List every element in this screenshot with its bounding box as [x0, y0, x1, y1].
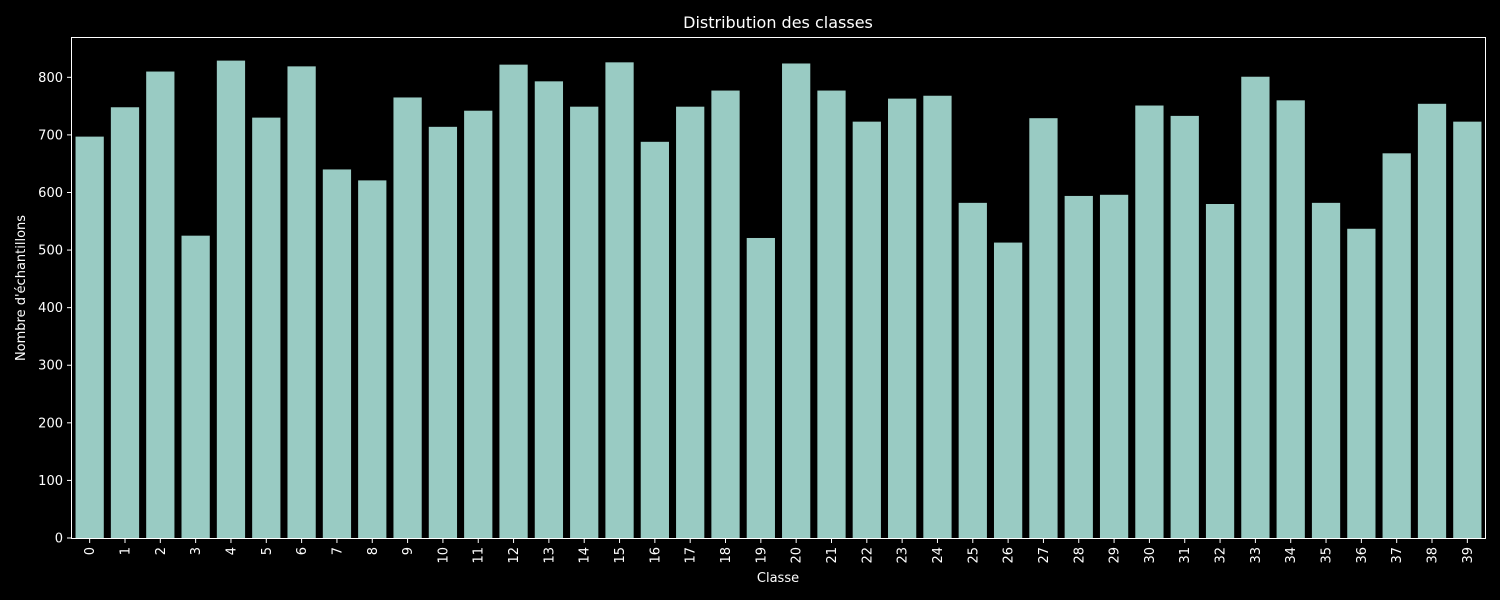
- x-tick-label: 10: [436, 547, 451, 564]
- bar-class-21: [817, 90, 846, 538]
- bar-class-37: [1382, 153, 1411, 538]
- bar-class-8: [358, 180, 387, 538]
- y-axis-title: Nombre d'échantillons: [14, 215, 29, 361]
- x-tick-label: 32: [1214, 547, 1229, 564]
- x-tick-label: 9: [401, 547, 416, 555]
- x-tick-label: 6: [295, 547, 310, 555]
- axes-frame: [71, 37, 1486, 539]
- x-tick-label: 7: [330, 547, 345, 555]
- bar-class-31: [1170, 115, 1199, 538]
- bar-class-22: [852, 121, 881, 539]
- x-tick-label: 35: [1320, 547, 1335, 564]
- x-tick-label: 13: [542, 547, 557, 564]
- x-tick-label: 2: [154, 547, 169, 555]
- bar-class-14: [570, 106, 599, 539]
- x-tick-label: 29: [1108, 547, 1123, 564]
- bar-class-5: [252, 117, 281, 539]
- bar-class-24: [923, 95, 952, 539]
- x-tick-label: 38: [1426, 547, 1441, 564]
- bar-class-6: [287, 66, 316, 539]
- x-tick-label: 3: [189, 547, 204, 555]
- x-tick-label: 37: [1390, 547, 1405, 564]
- y-tick-label: 200: [38, 416, 63, 431]
- bar-class-18: [711, 90, 740, 538]
- x-tick-label: 11: [472, 547, 487, 564]
- bar-class-32: [1205, 204, 1235, 538]
- y-tick-label: 300: [38, 359, 63, 374]
- bar-class-4: [216, 60, 246, 539]
- bar-class-34: [1276, 100, 1305, 538]
- bar-class-39: [1453, 121, 1482, 539]
- x-tick-label: 16: [648, 547, 663, 564]
- x-tick-label: 36: [1355, 547, 1370, 564]
- x-tick-label: 0: [83, 547, 98, 555]
- x-tick-label: 4: [224, 547, 239, 555]
- bar-class-30: [1135, 105, 1164, 538]
- bar-class-29: [1099, 194, 1129, 539]
- x-tick-label: 14: [578, 547, 593, 564]
- x-tick-label: 24: [931, 547, 946, 564]
- y-tick-label: 600: [38, 186, 63, 201]
- x-tick-label: 1: [118, 547, 133, 555]
- bar-class-36: [1347, 228, 1376, 538]
- bar-class-2: [146, 71, 175, 539]
- y-tick-label: 700: [38, 128, 63, 143]
- bar-class-10: [428, 126, 458, 538]
- bar-class-12: [499, 64, 528, 538]
- bar-class-27: [1029, 118, 1058, 538]
- x-tick-label: 12: [507, 547, 522, 564]
- x-axis-title: Classe: [757, 571, 799, 586]
- bar-class-13: [534, 81, 564, 538]
- y-tick-label: 500: [38, 244, 63, 259]
- x-tick-label: 39: [1461, 547, 1476, 564]
- x-tick-label: 8: [366, 547, 381, 555]
- x-tick-label: 27: [1037, 547, 1052, 564]
- x-tick-label: 5: [260, 547, 275, 555]
- chart-title: Distribution des classes: [683, 13, 873, 32]
- bar-class-11: [464, 110, 493, 539]
- x-tick-label: 19: [754, 547, 769, 564]
- x-tick-label: 23: [896, 547, 911, 564]
- bar-class-35: [1311, 202, 1341, 538]
- x-tick-label: 26: [1002, 547, 1017, 564]
- y-tick-label: 400: [38, 301, 63, 316]
- bar-class-33: [1241, 76, 1270, 538]
- y-tick-label: 800: [38, 71, 63, 86]
- bar-class-0: [75, 136, 104, 538]
- x-tick-label: 20: [790, 547, 805, 564]
- bar-class-7: [322, 169, 352, 538]
- bar-class-3: [181, 235, 210, 539]
- x-axis: 0 1 2 3 4 5 6 7 8 9 10 11 12 13 14 15 16 17 18 19 20 21 22 23 24…: [83, 538, 1476, 564]
- bar-class-16: [640, 141, 669, 538]
- y-tick-label: 0: [55, 532, 63, 547]
- bar-class-20: [782, 63, 811, 539]
- bar-class-1: [110, 107, 140, 538]
- bar-class-19: [746, 237, 775, 539]
- bar-class-15: [605, 62, 634, 539]
- x-tick-label: 15: [613, 547, 628, 564]
- x-tick-label: 25: [966, 547, 981, 564]
- bar-class-17: [676, 106, 705, 539]
- y-axis: 0 100 200 300 400 500 600 700 800: [38, 71, 72, 547]
- x-tick-label: 31: [1178, 547, 1193, 564]
- x-tick-label: 18: [719, 547, 734, 564]
- bars-group: [75, 60, 1482, 539]
- bar-class-38: [1417, 103, 1447, 539]
- bar-class-9: [393, 97, 422, 538]
- y-tick-label: 100: [38, 474, 63, 489]
- x-tick-label: 17: [684, 547, 699, 564]
- x-tick-label: 30: [1143, 547, 1158, 564]
- bar-class-28: [1064, 195, 1093, 538]
- x-tick-label: 28: [1072, 547, 1087, 564]
- x-tick-label: 34: [1284, 547, 1299, 564]
- bar-class-26: [993, 242, 1023, 538]
- bar-class-25: [958, 202, 987, 538]
- x-tick-label: 21: [825, 547, 840, 564]
- bar-class-23: [888, 98, 917, 539]
- x-tick-label: 33: [1249, 547, 1264, 564]
- x-tick-label: 22: [860, 547, 875, 564]
